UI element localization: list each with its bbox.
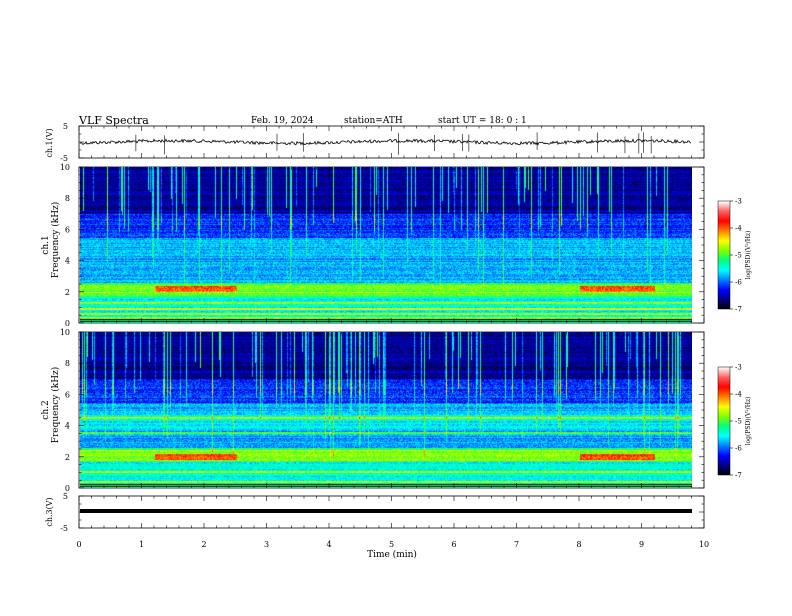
y-tick-label: 4 xyxy=(65,257,70,266)
y-tick-label: 0 xyxy=(65,484,70,493)
colorbar-tick-label: -6 xyxy=(735,445,742,453)
ch1-spectrogram-ylabel: Frequency (kHz) xyxy=(50,202,61,279)
colorbar-tick-label: -4 xyxy=(735,391,742,399)
time-axis-label: Time (min) xyxy=(367,549,417,560)
ch3-waveform-ytick-bottom: -5 xyxy=(60,524,68,533)
y-tick-label: 6 xyxy=(65,390,70,399)
ch1-spectrogram-panel: 0 2 4 6 8 10 ch.1 Frequency (kHz) xyxy=(41,163,705,328)
ch1-colorbar-label: log(PSD)(V²/Hz) xyxy=(745,231,752,280)
x-tick-label: 10 xyxy=(699,540,709,549)
x-tick-label: 9 xyxy=(639,540,644,549)
x-tick-label: 0 xyxy=(76,540,81,549)
x-tick-label: 8 xyxy=(576,540,581,549)
colorbar-tick-label: -4 xyxy=(735,225,742,233)
time-axis: 0 1 2 3 4 5 6 7 8 9 10 xyxy=(76,540,709,549)
ch3-waveform-panel: 5 -5 ch.3(V) xyxy=(45,492,705,533)
ch1-waveform-ticks xyxy=(78,125,705,159)
colorbar-tick-label: -7 xyxy=(735,472,742,480)
ch3-waveform-trace xyxy=(80,509,692,513)
ch3-waveform-ytick-top: 5 xyxy=(63,492,68,501)
ch2-spectrogram-ylabel: Frequency (kHz) xyxy=(50,367,61,444)
colorbar-tick-label: -7 xyxy=(735,306,742,314)
colorbar-tick-label: -3 xyxy=(735,364,742,372)
ch1-spectrogram-ylabel-channel: ch.1 xyxy=(41,235,51,254)
y-tick-label: 10 xyxy=(60,328,70,337)
figure-title: VLF Spectra xyxy=(78,114,149,127)
ch1-waveform-panel: 5 -5 ch.1(V) xyxy=(45,122,705,163)
colorbar-tick-label: -6 xyxy=(735,279,742,287)
y-tick-label: 0 xyxy=(65,319,70,328)
x-tick-label: 6 xyxy=(451,540,456,549)
ch2-colorbar-ticks: -3 -4 -5 -6 -7 xyxy=(730,364,742,480)
y-tick-label: 8 xyxy=(65,194,70,203)
ch1-colorbar-ticks: -3 -4 -5 -6 -7 xyxy=(730,198,742,314)
x-tick-label: 5 xyxy=(389,540,394,549)
ch1-spectrogram-image xyxy=(80,167,692,323)
ch1-waveform-trace xyxy=(79,138,692,146)
y-tick-label: 2 xyxy=(65,288,70,297)
ch1-waveform-ylabel: ch.1(V) xyxy=(45,128,54,157)
ch2-spectrogram-ticks: 0 2 4 6 8 10 xyxy=(60,328,705,493)
ch2-colorbar: -3 -4 -5 -6 -7 log(PSD)(V²/Hz) xyxy=(717,364,752,480)
station-label: station=ATH xyxy=(344,116,403,126)
ch3-waveform-ylabel: ch.3(V) xyxy=(45,497,54,526)
y-tick-label: 8 xyxy=(65,359,70,368)
x-tick-label: 7 xyxy=(514,540,519,549)
colorbar-tick-label: -5 xyxy=(735,252,742,260)
x-tick-label: 1 xyxy=(139,540,144,549)
y-tick-label: 2 xyxy=(65,453,70,462)
x-tick-label: 2 xyxy=(201,540,206,549)
ch1-colorbar-gradient xyxy=(718,201,730,309)
x-tick-label: 3 xyxy=(264,540,269,549)
colorbar-tick-label: -3 xyxy=(735,198,742,206)
ch1-waveform-ytick-bottom: -5 xyxy=(60,154,68,163)
date-label: Feb. 19, 2024 xyxy=(251,116,314,126)
ch2-colorbar-gradient xyxy=(718,367,730,475)
start-ut-label: start UT = 18: 0 : 1 xyxy=(438,116,527,126)
ch1-spectrogram-ticks: 0 2 4 6 8 10 xyxy=(60,163,705,328)
ch2-spectrogram-image xyxy=(80,332,692,488)
y-tick-label: 10 xyxy=(60,163,70,172)
ch2-spectrogram-panel: 0 2 4 6 8 10 ch.2 Frequency (kHz) xyxy=(41,328,705,493)
ch2-spectrogram-ylabel-channel: ch.2 xyxy=(41,400,51,419)
x-tick-label: 4 xyxy=(326,540,331,549)
ch3-waveform-ticks xyxy=(78,495,705,529)
ch1-waveform-ytick-top: 5 xyxy=(63,122,68,131)
ch1-colorbar: -3 -4 -5 -6 -7 log(PSD)(V²/Hz) xyxy=(717,198,752,314)
y-tick-label: 4 xyxy=(65,422,70,431)
y-tick-label: 6 xyxy=(65,225,70,234)
ch2-colorbar-label: log(PSD)(V²/Hz) xyxy=(745,397,752,446)
colorbar-tick-label: -5 xyxy=(735,418,742,426)
